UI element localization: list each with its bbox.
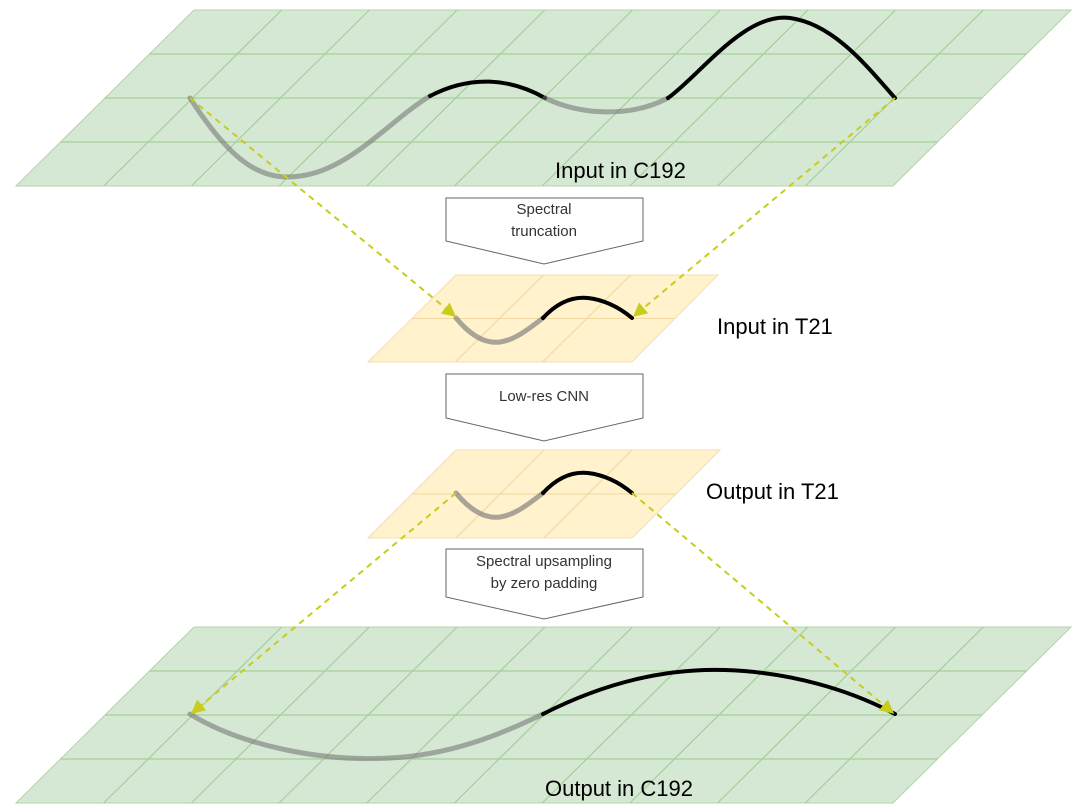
signal-curve-visible (541, 667, 897, 716)
signal-curve-hidden (453, 490, 546, 520)
step-spectral-upsampling: Spectral upsampling by zero padding (445, 548, 644, 620)
plane-input-t21: Input in T21 (366, 274, 833, 363)
arrow-truncation-right (632, 97, 896, 317)
step-label-line1: Spectral upsampling (476, 553, 612, 570)
signal-curve-visible (666, 15, 897, 100)
plane-input-c192: Input in C192 (14, 9, 1073, 187)
step-label-line1: Spectral (516, 201, 571, 218)
arrow-upsampling-right (631, 492, 895, 714)
step-box (445, 197, 644, 265)
layer-label-input-t21: Input in T21 (717, 314, 833, 339)
step-label: Low-res CNN (499, 388, 589, 405)
step-box (445, 373, 644, 442)
step-spectral-truncation: Spectral truncation (445, 197, 644, 265)
plane-output-c192: Output in C192 (14, 626, 1073, 804)
layer-label-output-t21: Output in T21 (706, 479, 839, 504)
signal-curve-hidden (542, 95, 671, 115)
step-label-line2: truncation (511, 223, 577, 240)
step-box (445, 548, 644, 620)
connector-arrows (189, 97, 896, 714)
layer-label-output-c192: Output in C192 (545, 776, 693, 801)
plane-output-t21: Output in T21 (366, 449, 839, 539)
arrow-truncation-left (189, 97, 457, 317)
arrow-upsampling-left (190, 492, 457, 714)
signal-curve-hidden (453, 315, 546, 345)
signal-curve-hidden (187, 93, 433, 180)
step-label-line2: by zero padding (491, 575, 598, 592)
signal-curve-hidden (187, 711, 546, 762)
signal-curve-visible (541, 470, 634, 495)
signal-curve-visible (541, 295, 634, 320)
signal-curve-visible (428, 79, 547, 100)
layer-label-input-c192: Input in C192 (555, 158, 686, 183)
step-low-res-cnn: Low-res CNN (445, 373, 644, 442)
